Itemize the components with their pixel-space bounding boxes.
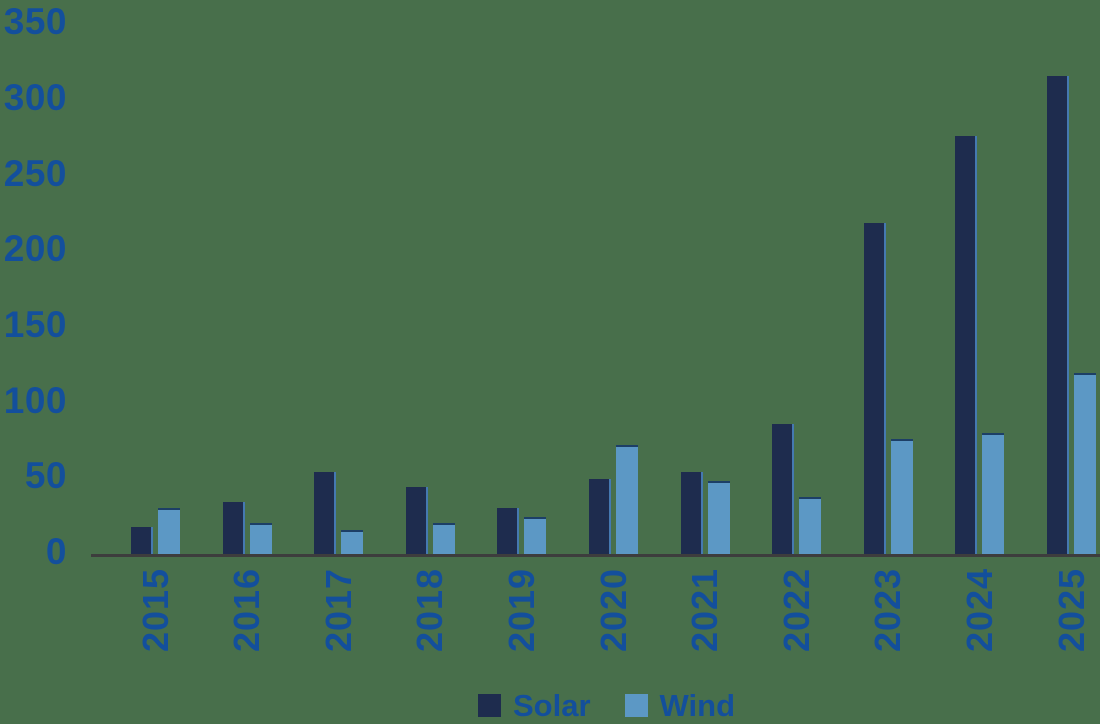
legend-label-wind: Wind [659, 688, 736, 723]
bar-wind-2023 [890, 438, 913, 554]
y-axis-tick-label: 150 [3, 303, 67, 345]
bar-solar-2016 [222, 501, 245, 554]
bar-solar-2023 [863, 222, 886, 554]
bar-solar-2022 [772, 423, 795, 554]
x-axis-label: 2019 [500, 567, 542, 653]
bar-wind-2019 [524, 516, 547, 554]
x-axis-label: 2016 [226, 567, 268, 653]
bar-solar-2015 [131, 527, 153, 554]
y-axis-tick-label: 350 [3, 1, 67, 43]
x-axis-label: 2018 [409, 567, 451, 653]
y-axis-tick-label: 50 [24, 455, 67, 497]
x-axis-label: 2017 [317, 567, 359, 653]
bar-wind-2020 [616, 444, 638, 554]
y-axis-tick-label: 100 [3, 379, 67, 421]
bar-wind-2016 [249, 522, 272, 554]
bar-solar-2024 [955, 135, 978, 554]
bar-wind-2025 [1074, 372, 1096, 554]
x-axis-line [91, 554, 1100, 557]
bar-solar-2021 [680, 471, 703, 554]
legend: Solar Wind [478, 690, 735, 721]
bar-wind-2017 [341, 530, 364, 554]
y-axis-tick-label: 300 [3, 76, 67, 118]
legend-label-solar: Solar [513, 688, 591, 723]
x-axis-label: 2024 [958, 567, 1000, 653]
bar-wind-2018 [432, 522, 455, 554]
y-axis-tick-label: 0 [45, 531, 67, 572]
bar-solar-2025 [1047, 75, 1069, 554]
bar-solar-2017 [314, 471, 337, 554]
bar-solar-2018 [405, 486, 428, 554]
x-axis-label: 2015 [134, 567, 176, 653]
x-axis-label: 2020 [592, 567, 634, 653]
bar-wind-2015 [158, 507, 180, 554]
y-axis-tick-label: 250 [3, 152, 67, 194]
bar-wind-2022 [799, 497, 822, 554]
x-axis-label: 2022 [775, 567, 817, 653]
bar-wind-2024 [982, 432, 1005, 554]
bar-solar-2020 [589, 479, 611, 554]
wind-legend-swatch-icon [624, 694, 648, 717]
y-axis-tick-label: 200 [3, 228, 67, 270]
x-axis-label: 2021 [684, 567, 726, 653]
bar-solar-2019 [497, 507, 520, 554]
bar-wind-2021 [707, 480, 730, 554]
solar-legend-swatch-icon [478, 694, 501, 717]
legend-item-solar: Solar [478, 690, 591, 721]
x-axis-label: 2023 [867, 567, 909, 653]
legend-item-wind: Wind [624, 688, 736, 723]
x-axis-label: 2025 [1050, 567, 1092, 653]
